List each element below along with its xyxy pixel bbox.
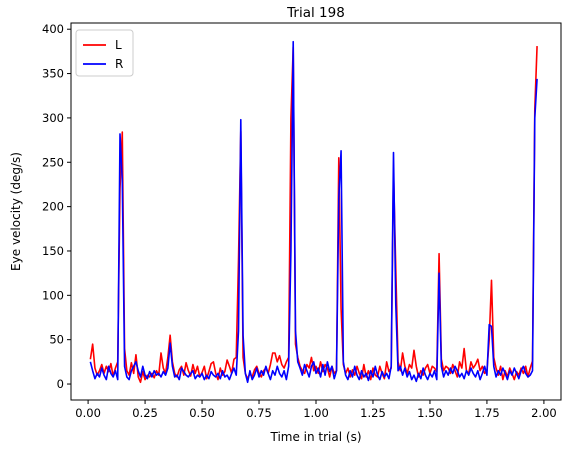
y-axis-label: Eye velocity (deg/s) [9, 152, 23, 271]
y-tick-label: 100 [42, 288, 64, 302]
x-tick-label: 0.75 [246, 406, 272, 420]
x-tick-label: 0.50 [189, 406, 215, 420]
x-tick-label: 1.50 [417, 406, 443, 420]
x-tick-label: 0.00 [75, 406, 101, 420]
y-axis: 0 50 100 150 200 250 300 350 400 [42, 22, 71, 391]
x-tick-label: 1.25 [360, 406, 386, 420]
series-line-L [89, 46, 538, 384]
y-tick-label: 250 [42, 155, 64, 169]
x-tick-label: 1.00 [303, 406, 329, 420]
legend-label-R: R [115, 57, 123, 71]
plot-area [70, 22, 562, 401]
x-axis: 0.00 0.25 0.50 0.75 1.00 1.25 1.50 1.75 2.00 [75, 400, 557, 420]
legend: LR [75, 29, 134, 77]
y-tick-label: 300 [42, 111, 64, 125]
y-tick-label: 200 [42, 200, 64, 214]
x-tick-label: 2.00 [531, 406, 557, 420]
legend-box [75, 29, 134, 77]
x-axis-label: Time in trial (s) [269, 430, 361, 444]
legend-label-L: L [115, 38, 122, 52]
y-tick-label: 350 [42, 67, 64, 81]
y-tick-label: 0 [57, 377, 64, 391]
series-line-R [89, 40, 538, 384]
y-tick-label: 50 [49, 333, 64, 347]
y-tick-label: 400 [42, 22, 64, 36]
axes-background [71, 23, 561, 400]
x-tick-label: 1.75 [474, 406, 500, 420]
series-layer [89, 40, 538, 384]
y-tick-label: 150 [42, 244, 64, 258]
chart-title: Trial 198 [286, 5, 345, 21]
x-tick-label: 0.25 [132, 406, 158, 420]
